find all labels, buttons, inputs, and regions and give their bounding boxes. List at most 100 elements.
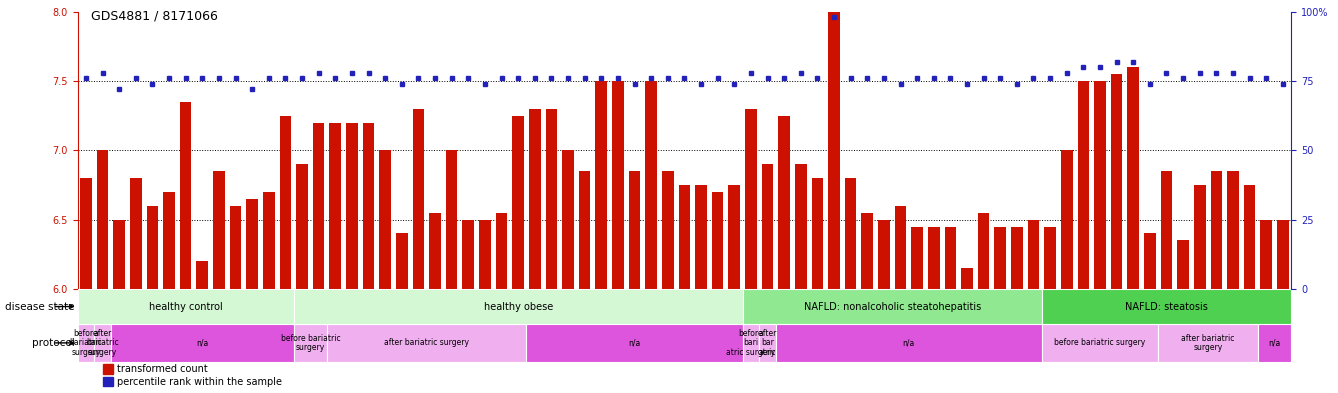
Bar xyxy=(1061,151,1073,289)
Bar xyxy=(961,268,973,289)
Bar xyxy=(878,220,890,289)
Bar xyxy=(1028,220,1040,289)
Bar xyxy=(1276,220,1288,289)
Bar xyxy=(929,226,939,289)
Bar xyxy=(745,109,757,289)
Text: n/a: n/a xyxy=(1268,338,1280,347)
Bar xyxy=(1159,324,1258,362)
Bar xyxy=(512,116,524,289)
Bar xyxy=(1193,185,1206,289)
Bar xyxy=(264,192,274,289)
Bar xyxy=(595,81,607,289)
Bar xyxy=(529,109,541,289)
Bar xyxy=(479,220,491,289)
Text: healthy control: healthy control xyxy=(149,301,222,312)
Bar xyxy=(246,199,258,289)
Bar xyxy=(978,213,989,289)
Bar xyxy=(197,261,209,289)
Bar xyxy=(994,226,1006,289)
Text: n/a: n/a xyxy=(197,338,209,347)
Bar xyxy=(111,324,294,362)
Bar xyxy=(114,220,124,289)
Bar xyxy=(611,81,624,289)
Bar xyxy=(795,164,807,289)
Bar xyxy=(862,213,874,289)
Bar xyxy=(463,220,474,289)
Bar xyxy=(329,123,341,289)
Bar xyxy=(895,206,906,289)
Bar xyxy=(347,123,357,289)
Bar xyxy=(1077,81,1089,289)
Bar xyxy=(1227,171,1239,289)
Bar xyxy=(526,324,743,362)
Bar xyxy=(103,376,112,386)
Bar xyxy=(678,185,690,289)
Bar xyxy=(1177,241,1189,289)
Text: healthy obese: healthy obese xyxy=(483,301,553,312)
Bar xyxy=(94,324,111,362)
Text: GDS4881 / 8171066: GDS4881 / 8171066 xyxy=(91,10,218,23)
Bar xyxy=(179,102,191,289)
Bar xyxy=(1042,289,1291,324)
Bar xyxy=(1128,67,1139,289)
Text: n/a: n/a xyxy=(629,338,641,347)
Text: n/a: n/a xyxy=(903,338,915,347)
Text: before bariatric
surgery: before bariatric surgery xyxy=(281,334,340,352)
Bar xyxy=(776,324,1042,362)
Text: protocol: protocol xyxy=(32,338,75,348)
Bar xyxy=(743,324,759,362)
Bar xyxy=(743,289,1042,324)
Bar xyxy=(78,324,94,362)
Bar xyxy=(296,164,308,289)
Bar xyxy=(546,109,557,289)
Text: after
bar
atric: after bar atric xyxy=(759,329,776,357)
Bar xyxy=(280,116,292,289)
Bar xyxy=(645,81,657,289)
Bar xyxy=(728,185,740,289)
Bar xyxy=(230,206,241,289)
Bar xyxy=(844,178,856,289)
Text: before
bariatric
surgery: before bariatric surgery xyxy=(70,329,102,357)
Bar xyxy=(103,364,112,374)
Text: after
bariatric
surgery: after bariatric surgery xyxy=(86,329,119,357)
Text: NAFLD: steatosis: NAFLD: steatosis xyxy=(1125,301,1208,312)
Bar xyxy=(326,324,526,362)
Bar xyxy=(130,178,142,289)
Bar xyxy=(429,213,440,289)
Bar xyxy=(629,171,641,289)
Bar xyxy=(662,171,673,289)
Bar xyxy=(412,109,424,289)
Bar xyxy=(78,289,294,324)
Bar xyxy=(828,12,840,289)
Bar xyxy=(562,151,574,289)
Bar xyxy=(712,192,724,289)
Bar xyxy=(363,123,375,289)
Text: disease state: disease state xyxy=(5,301,75,312)
Bar xyxy=(396,233,408,289)
Text: percentile rank within the sample: percentile rank within the sample xyxy=(116,376,282,387)
Bar xyxy=(380,151,391,289)
Text: after bariatric surgery: after bariatric surgery xyxy=(384,338,470,347)
Bar xyxy=(1144,233,1156,289)
Bar xyxy=(446,151,458,289)
Bar xyxy=(163,192,175,289)
Bar xyxy=(759,324,776,362)
Bar xyxy=(1258,324,1291,362)
Bar xyxy=(495,213,507,289)
Bar xyxy=(80,178,92,289)
Bar xyxy=(1012,226,1022,289)
Bar xyxy=(1244,185,1255,289)
Bar xyxy=(313,123,325,289)
Bar xyxy=(1094,81,1105,289)
Bar xyxy=(779,116,789,289)
Bar xyxy=(1042,324,1159,362)
Text: after bariatric
surgery: after bariatric surgery xyxy=(1181,334,1235,352)
Bar xyxy=(761,164,773,289)
Bar xyxy=(945,226,957,289)
Text: before bariatric surgery: before bariatric surgery xyxy=(1054,338,1145,347)
Bar xyxy=(294,324,326,362)
Bar xyxy=(1260,220,1272,289)
Bar xyxy=(213,171,225,289)
Bar xyxy=(812,178,823,289)
Text: transformed count: transformed count xyxy=(116,364,207,374)
